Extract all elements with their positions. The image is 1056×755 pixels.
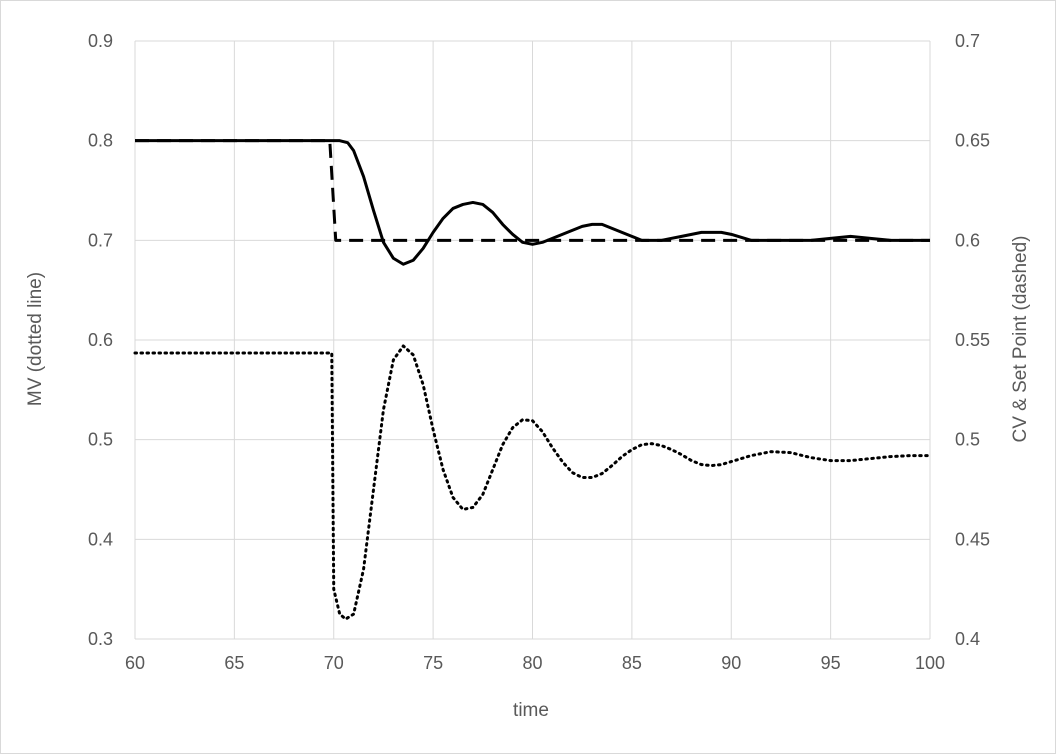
right-y-tick-label: 0.5 <box>955 430 980 450</box>
right-y-tick-label: 0.7 <box>955 31 980 51</box>
series-lines <box>133 139 932 621</box>
left-y-tick-label: 0.3 <box>88 629 113 649</box>
x-tick-label: 95 <box>821 653 841 673</box>
left-y-tick-label: 0.9 <box>88 31 113 51</box>
x-tick-label: 75 <box>423 653 443 673</box>
x-axis-ticks: 60 65 70 75 80 85 90 95 100 <box>125 653 945 673</box>
left-y-tick-label: 0.7 <box>88 230 113 250</box>
left-y-tick-label: 0.4 <box>88 529 113 549</box>
series-line-dotted <box>133 344 932 621</box>
x-tick-label: 80 <box>522 653 542 673</box>
x-axis-title: time <box>513 700 549 721</box>
left-y-tick-label: 0.8 <box>88 131 113 151</box>
x-tick-label: 60 <box>125 653 145 673</box>
right-y-tick-label: 0.4 <box>955 629 980 649</box>
right-y-tick-label: 0.6 <box>955 230 980 250</box>
left-y-tick-label: 0.5 <box>88 430 113 450</box>
x-tick-label: 70 <box>324 653 344 673</box>
right-y-tick-label: 0.55 <box>955 330 990 350</box>
left-y-axis-title: MV (dotted line) <box>25 272 46 406</box>
x-tick-label: 90 <box>721 653 741 673</box>
right-y-axis-ticks: 0.4 0.45 0.5 0.55 0.6 0.65 0.7 <box>955 31 990 649</box>
left-y-axis-ticks: 0.3 0.4 0.5 0.6 0.7 0.8 0.9 <box>88 31 113 649</box>
right-y-tick-label: 0.65 <box>955 131 990 151</box>
x-tick-label: 85 <box>622 653 642 673</box>
series-line-dashed <box>135 139 930 242</box>
x-tick-label: 65 <box>224 653 244 673</box>
right-y-tick-label: 0.45 <box>955 529 990 549</box>
right-y-axis-title: CV & Set Point (dashed) <box>1010 236 1031 443</box>
x-tick-label: 100 <box>915 653 945 673</box>
left-y-tick-label: 0.6 <box>88 330 113 350</box>
gridlines <box>134 40 931 640</box>
